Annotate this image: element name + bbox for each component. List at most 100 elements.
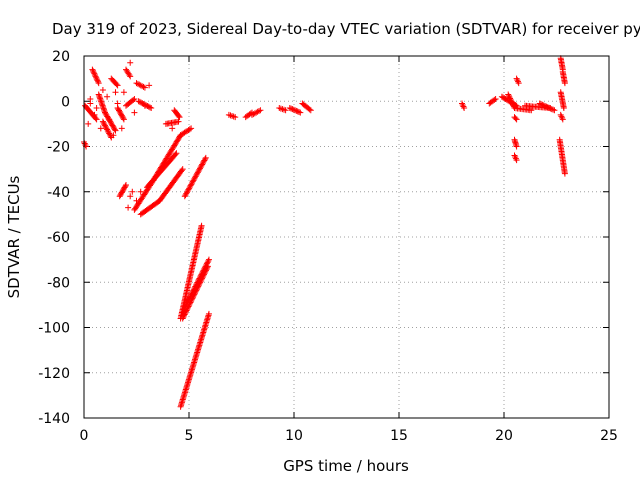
x-axis-label: GPS time / hours [283,457,409,475]
data-point-marker [127,59,134,66]
data-point-marker [190,177,197,184]
data-point-marker [189,295,196,302]
data-point-marker [201,271,208,278]
data-point-marker [120,89,127,96]
data-point-marker [192,288,199,295]
data-point-marker [117,192,124,199]
data-point-marker [193,172,200,179]
data-point-marker [185,303,192,310]
data-point-marker [169,125,176,132]
data-point-marker [229,112,236,119]
data-point-marker [97,125,104,132]
data-point-marker [288,105,295,112]
data-point-marker [82,141,89,148]
data-point-marker [232,114,239,121]
data-point-marker [106,130,113,137]
data-point-marker [141,84,148,91]
x-tick-label: 5 [185,428,194,444]
data-point-marker [121,184,128,191]
data-point-marker [119,113,126,120]
data-point-marker [148,105,155,112]
data-point-marker [191,290,198,297]
data-point-marker [138,99,145,106]
data-point-marker [115,106,122,113]
data-point-marker [176,114,183,121]
data-point-marker [546,104,553,111]
data-point-marker [182,310,189,317]
data-point-marker [186,300,193,307]
data-point-marker [561,170,568,177]
data-point-marker [508,98,515,105]
data-point-marker [191,176,198,183]
data-point-marker [182,308,189,315]
data-point-marker [91,72,98,79]
data-point-marker [113,81,120,88]
data-point-marker [118,112,125,119]
data-point-marker [116,108,123,115]
data-point-marker [94,77,101,84]
data-point-marker [99,86,106,93]
y-tick-label: 0 [61,94,70,110]
data-point-marker [175,118,182,125]
data-point-marker [197,279,204,286]
data-point-marker [120,116,127,123]
data-point-marker [104,126,111,133]
data-point-marker [93,76,100,83]
data-point-marker [91,111,98,118]
data-point-marker [205,310,212,317]
data-point-marker [112,127,119,134]
data-point-marker [536,100,543,107]
data-point-marker [179,315,186,322]
data-point-marker [512,155,519,162]
y-tick-label: 20 [52,49,70,65]
data-point-marker [135,98,142,105]
data-point-marker [89,66,96,73]
data-point-marker [189,180,196,187]
data-point-marker [130,96,137,103]
data-point-marker [184,187,191,194]
data-point-marker [188,181,195,188]
data-point-marker [116,107,122,114]
data-point-marker [187,182,194,189]
data-point-marker [558,113,565,120]
data-point-marker [195,283,202,290]
data-point-marker [181,311,188,318]
data-point-marker [107,133,114,140]
data-point-marker [508,99,515,106]
data-point-marker [125,204,132,211]
y-tick-label: -60 [47,230,70,246]
data-point-marker [202,268,209,275]
plot-frame [83,55,610,419]
data-point-marker [256,108,262,115]
data-point-marker [131,109,138,116]
data-point-marker [294,108,301,115]
data-point-marker [192,173,199,180]
data-point-marker [512,154,519,161]
data-point-marker [104,93,111,100]
data-point-marker [183,190,190,197]
data-point-marker [197,165,204,172]
data-point-marker [175,112,182,119]
data-point-marker [198,276,205,283]
y-axis-label: SDTVAR / TECUs [5,175,23,298]
data-point-marker [539,101,546,108]
data-point-marker [118,189,125,196]
data-point-marker [101,121,108,128]
data-point-marker [180,312,187,319]
data-point-marker [295,108,302,115]
data-point-marker [116,193,123,200]
data-point-marker [99,118,106,125]
data-point-marker [551,107,558,114]
data-point-marker [194,284,201,291]
data-point-marker [514,77,521,84]
data-point-marker [201,270,208,277]
data-point-marker [293,107,300,114]
data-point-marker [173,150,180,157]
data-point-marker [117,110,124,117]
data-point-marker [195,168,202,175]
data-point-marker [199,274,206,281]
data-point-marker [127,193,134,200]
data-point-marker [103,125,110,132]
data-point-marker [90,69,97,76]
